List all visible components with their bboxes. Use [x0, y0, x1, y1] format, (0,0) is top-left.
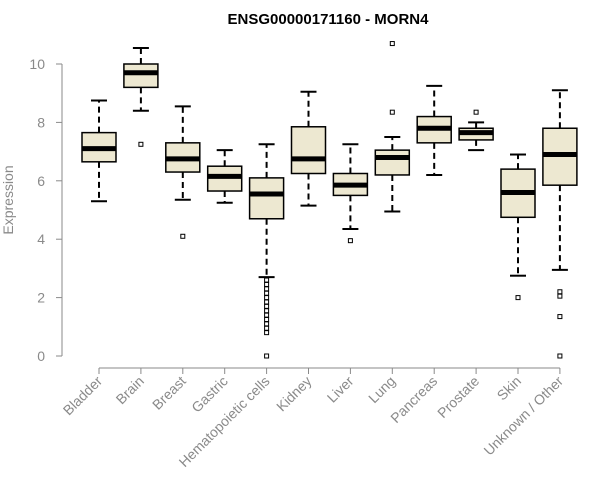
- outlier-point: [347, 238, 353, 244]
- outlier-point: [389, 109, 395, 115]
- box-breast: [165, 105, 201, 239]
- y-tick-label: 4: [37, 231, 45, 247]
- outlier-point: [264, 277, 270, 283]
- y-axis-label: Expression: [0, 165, 16, 234]
- x-tick-label: Skin: [494, 373, 525, 404]
- outlier-point: [264, 299, 270, 305]
- box-iqr: [290, 126, 327, 175]
- box-iqr: [248, 177, 285, 220]
- x-tick-label: Unknown / Other: [480, 373, 566, 459]
- chart-title: ENSG00000171160 - MORN4: [228, 11, 430, 28]
- outlier-point: [473, 109, 479, 115]
- x-tick-label: Liver: [324, 373, 357, 406]
- box-pancreas: [416, 84, 452, 176]
- y-tick-label: 0: [37, 348, 45, 364]
- outlier-point: [264, 308, 270, 314]
- outlier-point: [264, 325, 270, 331]
- outlier-point: [264, 290, 270, 296]
- box-unknown-other: [542, 89, 578, 359]
- box-bladder: [81, 99, 117, 203]
- outlier-point: [557, 293, 563, 299]
- box-iqr: [123, 63, 159, 89]
- x-tick-label: Kidney: [273, 373, 315, 415]
- outlier-point: [557, 353, 563, 359]
- x-tick-label: Pancreas: [387, 373, 440, 426]
- outlier-point: [515, 295, 521, 301]
- box-kidney: [290, 90, 327, 207]
- outlier-point: [264, 312, 270, 318]
- outlier-point: [264, 321, 270, 327]
- box-prostate: [458, 109, 494, 152]
- y-tick-label: 10: [29, 56, 45, 72]
- x-tick-label: Prostate: [434, 373, 482, 421]
- y-tick-label: 6: [37, 173, 45, 189]
- box-gastric: [206, 149, 243, 204]
- y-tick-label: 2: [37, 290, 45, 306]
- x-tick-label: Brain: [113, 373, 147, 407]
- y-tick-label: 8: [37, 114, 45, 130]
- outlier-point: [557, 289, 563, 295]
- box-iqr: [374, 149, 411, 176]
- x-tick-label: Breast: [149, 373, 189, 413]
- outlier-point: [180, 233, 186, 239]
- x-tick-label: Lung: [365, 373, 398, 406]
- x-tick-label: Bladder: [60, 373, 106, 419]
- box-liver: [332, 143, 369, 244]
- outlier-point: [264, 317, 270, 322]
- box-skin: [500, 153, 536, 301]
- outlier-point: [264, 295, 270, 301]
- outlier-point: [138, 141, 144, 147]
- box-hematopoietic-cells: [248, 143, 285, 359]
- outlier-point: [264, 286, 270, 292]
- box-brain: [123, 46, 159, 147]
- outlier-point: [264, 330, 270, 336]
- outlier-point: [264, 353, 270, 359]
- outlier-point: [264, 303, 270, 309]
- box-lung: [374, 41, 411, 213]
- outlier-point: [389, 41, 395, 47]
- outlier-point: [557, 314, 563, 320]
- boxes: [81, 41, 578, 359]
- outlier-point: [264, 281, 270, 287]
